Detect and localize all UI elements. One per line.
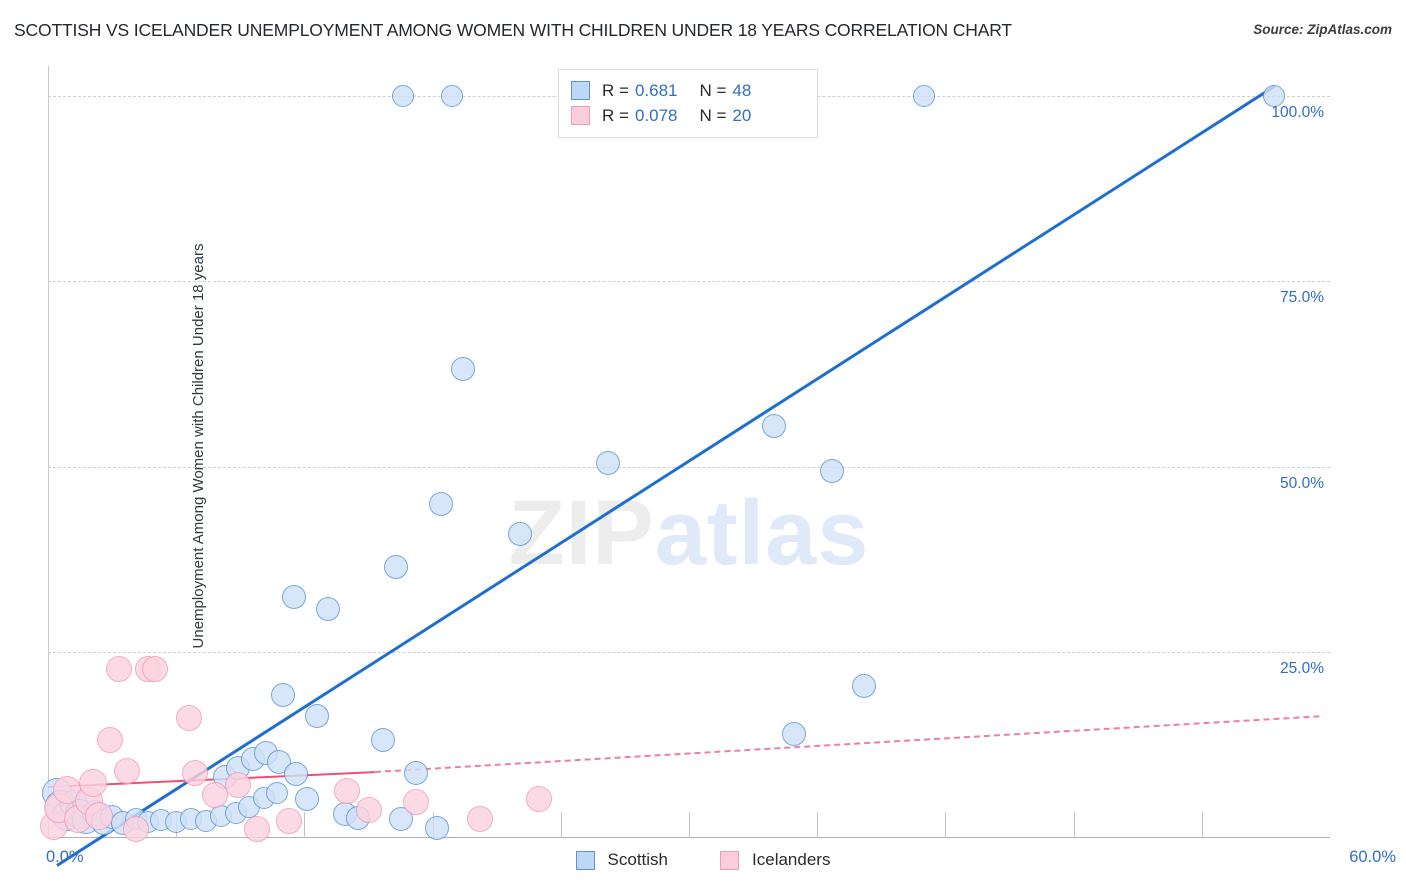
data-point-scottish[interactable] <box>450 356 475 381</box>
data-point-scottish[interactable] <box>429 491 454 516</box>
data-point-scottish[interactable] <box>384 555 409 580</box>
icelanders-r-value: 0.078 <box>634 105 678 125</box>
gridline-75.0 <box>48 281 1330 283</box>
data-point-icelanders[interactable] <box>526 786 553 813</box>
icelanders-n-label: N = <box>699 105 727 125</box>
data-point-scottish[interactable] <box>1263 84 1286 107</box>
y-tick-label: 75.0% <box>1280 289 1324 307</box>
data-point-icelanders[interactable] <box>276 807 303 834</box>
x-tick-mark <box>945 812 947 838</box>
data-point-scottish[interactable] <box>403 760 428 785</box>
data-point-icelanders[interactable] <box>201 781 228 808</box>
data-point-icelanders[interactable] <box>122 816 149 843</box>
stats-row-icelanders: R = 0.078 N = 20 <box>571 103 805 128</box>
correlation-stats-box: R = 0.681 N = 48 R = 0.078 N = 20 <box>558 69 818 138</box>
x-tick-mark <box>560 812 562 838</box>
scottish-r-value: 0.681 <box>634 80 678 100</box>
data-point-icelanders[interactable] <box>96 727 123 753</box>
zipatlas-watermark: ZIPatlas <box>509 481 870 586</box>
scottish-n-value: 48 <box>732 80 752 100</box>
y-tick-label: 25.0% <box>1280 660 1324 678</box>
scottish-swatch-icon <box>571 81 590 100</box>
data-point-icelanders[interactable] <box>78 769 107 798</box>
y-tick-label: 50.0% <box>1280 474 1324 492</box>
data-point-scottish[interactable] <box>305 704 330 729</box>
data-point-scottish[interactable] <box>371 728 396 752</box>
x-tick-mark <box>304 812 306 838</box>
legend-swatch-icelanders-icon <box>720 850 740 870</box>
data-point-icelanders[interactable] <box>114 758 141 785</box>
data-point-scottish[interactable] <box>762 414 787 439</box>
data-point-scottish[interactable] <box>265 782 288 805</box>
data-point-icelanders[interactable] <box>334 778 361 805</box>
scottish-r-label: R = <box>602 80 629 100</box>
watermark-atlas: atlas <box>654 482 870 584</box>
data-point-scottish[interactable] <box>595 451 620 476</box>
data-point-scottish[interactable] <box>271 683 296 708</box>
y-tick-label: 100.0% <box>1271 103 1324 121</box>
data-point-scottish[interactable] <box>913 84 936 107</box>
gridline-50.0 <box>48 466 1330 468</box>
data-point-icelanders[interactable] <box>225 771 252 798</box>
y-axis-line <box>48 66 49 838</box>
icelanders-n-value: 20 <box>732 105 752 125</box>
icelanders-swatch-icon <box>571 106 590 125</box>
trendline-icelanders-dashed <box>374 715 1320 774</box>
data-point-icelanders[interactable] <box>176 705 203 732</box>
legend-item-icelanders[interactable]: Icelanders <box>720 850 830 870</box>
data-point-scottish[interactable] <box>281 585 306 610</box>
data-point-scottish[interactable] <box>294 787 319 812</box>
data-point-icelanders[interactable] <box>402 789 429 816</box>
data-point-icelanders[interactable] <box>244 816 271 843</box>
series-legend: Scottish Icelanders <box>0 850 1406 870</box>
trendline-scottish <box>55 84 1276 867</box>
x-tick-mark <box>1073 812 1075 838</box>
data-point-scottish[interactable] <box>852 673 877 698</box>
data-point-scottish[interactable] <box>424 816 449 841</box>
scottish-n-label: N = <box>699 80 727 100</box>
legend-label-icelanders: Icelanders <box>752 850 831 869</box>
data-point-scottish[interactable] <box>391 84 414 107</box>
legend-swatch-scottish-icon <box>575 850 595 870</box>
x-axis-min-label: 0.0% <box>46 848 84 866</box>
stats-row-scottish: R = 0.681 N = 48 <box>571 78 805 103</box>
legend-item-scottish[interactable]: Scottish <box>575 850 669 870</box>
data-point-icelanders[interactable] <box>466 805 493 832</box>
data-point-icelanders[interactable] <box>355 796 382 823</box>
icelanders-r-label: R = <box>602 105 629 125</box>
data-point-icelanders[interactable] <box>182 759 209 786</box>
x-axis-max-label: 60.0% <box>1349 848 1396 866</box>
data-point-scottish[interactable] <box>508 521 533 546</box>
data-point-icelanders[interactable] <box>141 655 168 682</box>
data-point-scottish[interactable] <box>440 84 463 107</box>
gridline-25.0 <box>48 652 1330 654</box>
data-point-icelanders[interactable] <box>85 801 114 830</box>
data-point-scottish[interactable] <box>781 722 806 747</box>
page-title: SCOTTISH VS ICELANDER UNEMPLOYMENT AMONG… <box>14 20 1012 40</box>
source-attribution: Source: ZipAtlas.com <box>1253 22 1392 37</box>
y-axis-title: Unemployment Among Women with Children U… <box>189 243 207 649</box>
data-point-icelanders[interactable] <box>105 655 132 682</box>
x-tick-mark <box>689 812 690 838</box>
x-tick-mark <box>1201 812 1203 838</box>
data-point-scottish[interactable] <box>820 458 845 483</box>
plot-area: ZIPatlas 25.0% 50.0% 75.0% 100.0% <box>40 66 1330 867</box>
data-point-scottish[interactable] <box>283 762 308 787</box>
legend-label-scottish: Scottish <box>607 850 669 869</box>
data-point-scottish[interactable] <box>315 597 340 622</box>
x-tick-mark <box>817 812 819 838</box>
